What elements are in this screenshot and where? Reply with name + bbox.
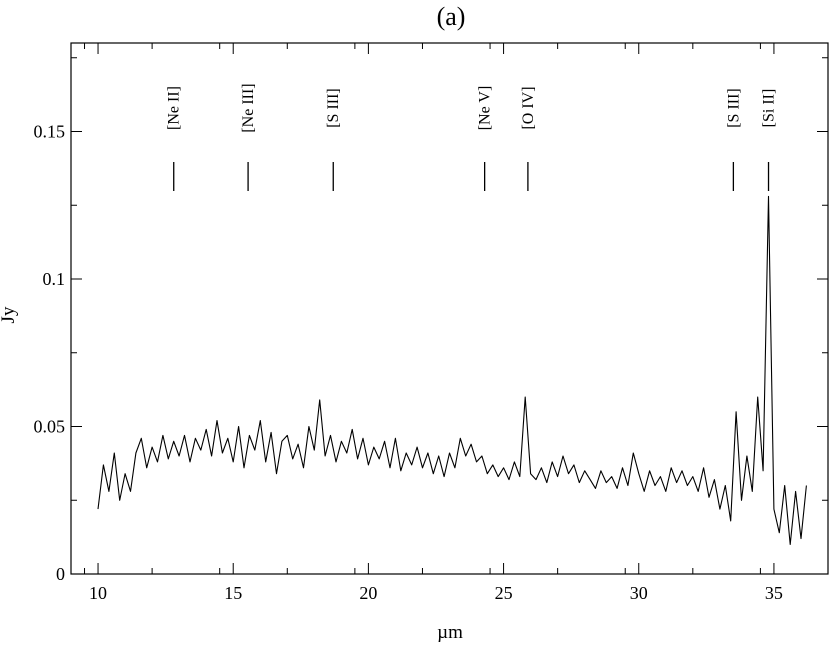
line-marker-label: [S III]	[725, 88, 742, 128]
x-tick-label: 35	[765, 583, 783, 603]
x-tick-label: 10	[89, 583, 107, 603]
x-tick-label: 20	[359, 583, 377, 603]
series-group	[97, 195, 807, 546]
y-tick-label: 0	[56, 564, 65, 584]
x-axis-label: µm	[437, 622, 463, 643]
line-marker-label: [Ne III]	[240, 83, 257, 132]
x-tick-label: 30	[630, 583, 648, 603]
y-tick-label: 0.15	[34, 122, 66, 142]
chart-title: (a)	[437, 2, 466, 31]
axis-ticks: 10 15 20 25 30 35 0 0.05 0.1 0.15	[34, 43, 828, 603]
plot-frame	[70, 42, 829, 575]
line-marker-label: [Si II]	[761, 89, 778, 128]
spectrum-line	[97, 195, 807, 546]
line-markers: [Ne II] [Ne III] [S III] [Ne V] [O IV] [S III…	[166, 83, 778, 191]
line-marker-label: [O IV]	[520, 86, 537, 129]
y-axis-label: Jy	[0, 306, 19, 323]
x-tick-label: 15	[224, 583, 242, 603]
x-tick-label: 25	[495, 583, 513, 603]
y-tick-label: 0.1	[43, 269, 66, 289]
y-tick-label: 0.05	[34, 417, 66, 437]
line-marker-label: [Ne II]	[166, 86, 183, 130]
line-marker-label: [Ne V]	[477, 86, 494, 131]
line-marker-label: [S III]	[325, 88, 342, 128]
